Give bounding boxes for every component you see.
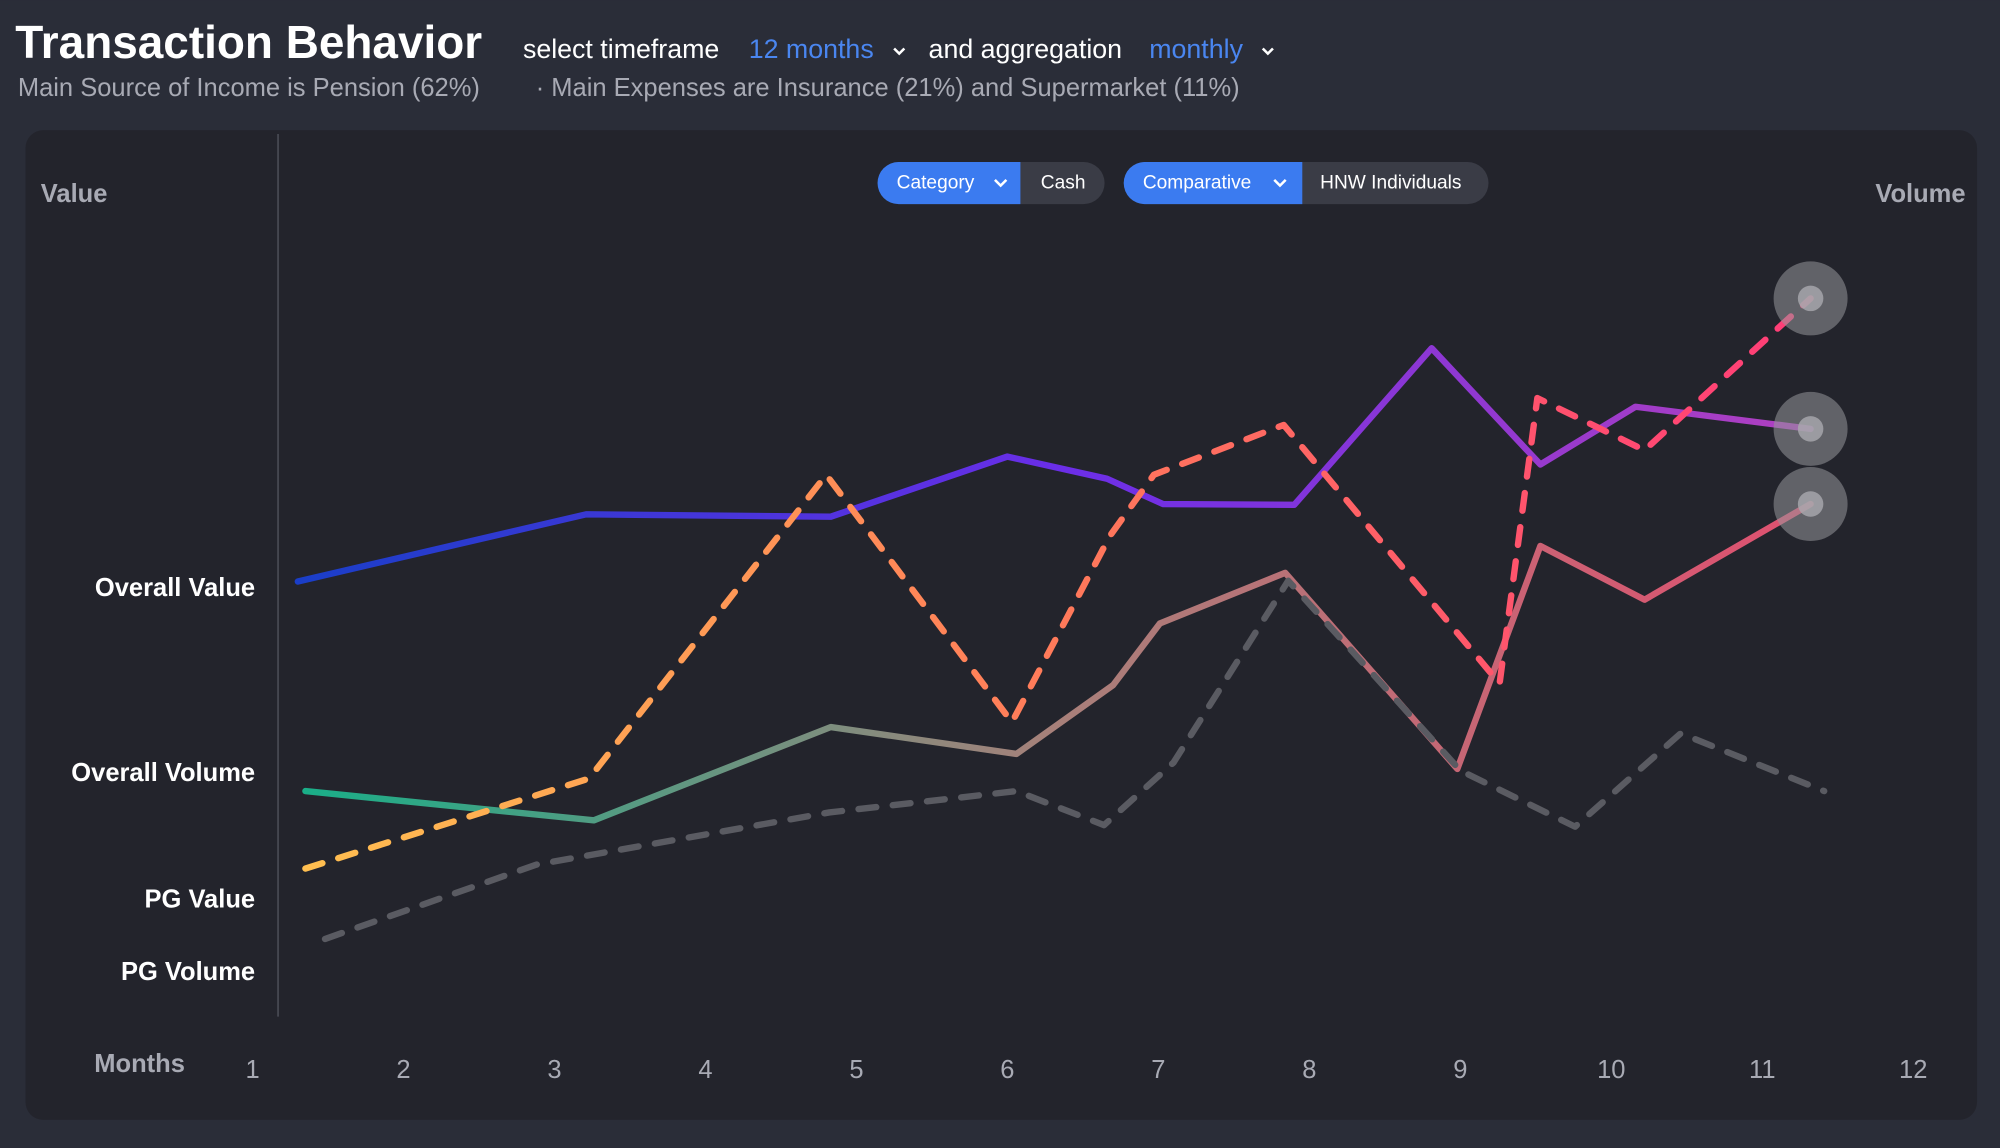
chevron[interactable]: [993, 178, 1008, 188]
subtitle-expenses: · Main Expenses are Insurance (21%) and …: [536, 74, 1240, 102]
chevron[interactable]: [893, 47, 906, 56]
chip-label[interactable]: Comparative: [1143, 173, 1251, 194]
x-tick-label: 5: [849, 1056, 863, 1084]
x-tick-label: 2: [396, 1056, 410, 1084]
chevron[interactable]: [1261, 47, 1274, 56]
chip-value[interactable]: Cash: [1041, 173, 1086, 194]
series-label: PG Value: [145, 885, 256, 913]
series-label: Overall Volume: [71, 759, 255, 787]
y2-axis-label: Volume: [1875, 180, 1965, 208]
chip-button[interactable]: [877, 162, 1021, 205]
chart-card: [25, 130, 1978, 1120]
x-tick-label: 4: [698, 1056, 712, 1084]
x-tick-label: 1: [245, 1056, 259, 1084]
timeframe-prefix: select timeframe: [523, 34, 719, 64]
x-tick-label: 11: [1749, 1056, 1775, 1084]
end-marker-dot: [1797, 491, 1824, 517]
series-label: Overall Value: [95, 574, 255, 602]
chip-value[interactable]: HNW Individuals: [1320, 173, 1461, 194]
end-marker-dot: [1797, 416, 1824, 442]
aggregation-prefix: and aggregation: [929, 34, 1122, 64]
x-tick-label: 12: [1899, 1056, 1927, 1084]
category-filter[interactable]: Category Cash: [877, 162, 1105, 205]
subtitle-income: Main Source of Income is Pension (62%): [18, 74, 480, 102]
series-line: [294, 345, 1814, 585]
x-tick-label: 8: [1302, 1056, 1316, 1084]
chip-button[interactable]: [1123, 162, 1303, 205]
x-axis-label: Months: [94, 1050, 185, 1078]
x-tick-label: 9: [1453, 1056, 1467, 1084]
aggregation-value[interactable]: monthly: [1149, 34, 1243, 64]
timeframe-dropdown[interactable]: 12 months: [749, 34, 906, 64]
title: Transaction Behavior: [15, 16, 482, 68]
x-tick-label: 3: [547, 1056, 561, 1084]
series-line: [302, 295, 1814, 872]
x-tick-label: 7: [1151, 1056, 1165, 1084]
chevron[interactable]: [1273, 178, 1287, 188]
timeframe-value[interactable]: 12 months: [749, 34, 874, 64]
series-line: [302, 500, 1814, 824]
comparative-filter[interactable]: Comparative HNW Individuals: [1123, 162, 1489, 205]
x-tick-label: 6: [1000, 1056, 1014, 1084]
end-marker-dot: [1797, 285, 1824, 312]
y-axis-label: Value: [41, 180, 108, 208]
series-label: PG Volume: [121, 958, 255, 986]
x-tick-label: 10: [1597, 1056, 1625, 1084]
series-line: [321, 577, 1828, 943]
chip-label[interactable]: Category: [897, 173, 975, 194]
aggregation-dropdown[interactable]: monthly: [1149, 34, 1274, 64]
